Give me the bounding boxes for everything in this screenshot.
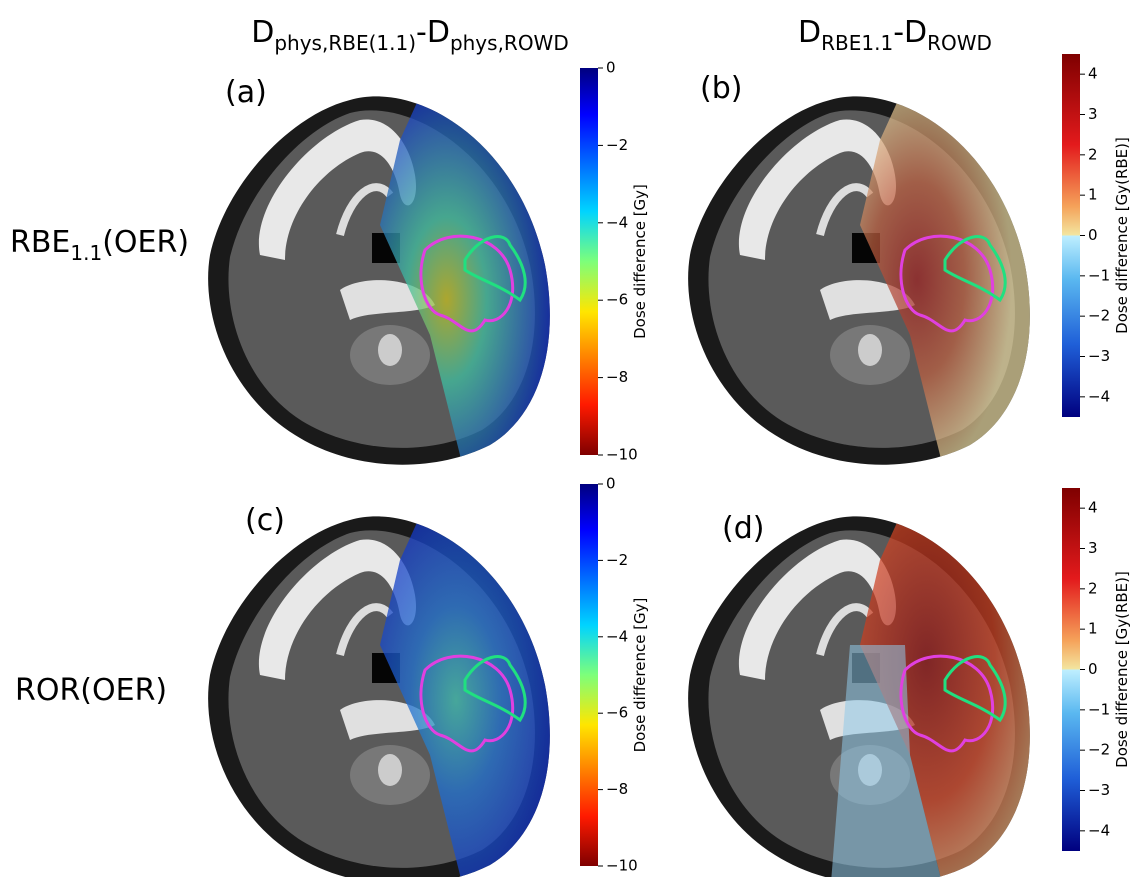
tick-label: −1	[1088, 700, 1110, 718]
tick-label: 4	[1088, 499, 1098, 517]
text-part: D	[798, 15, 821, 50]
panel-label: (d)	[722, 511, 764, 546]
subscript: RBE1.1	[821, 31, 893, 55]
tick-label: 3	[1088, 105, 1098, 123]
panel-label: (a)	[225, 75, 267, 110]
panel-label: (c)	[245, 503, 285, 538]
tick-label: −10	[606, 857, 638, 875]
tick-label: −8	[606, 780, 628, 798]
tick-label: −2	[606, 136, 628, 154]
tick-label: 0	[606, 475, 616, 493]
tick-label: −1	[1088, 266, 1110, 284]
tick-label: −2	[606, 551, 628, 569]
column-title: Dphys,RBE(1.1)-Dphys,ROWD	[251, 15, 569, 55]
row-label: ROR(OER)	[15, 673, 167, 708]
text-part: D	[251, 15, 274, 50]
subscript: ROWD	[927, 31, 992, 55]
tick-label: −8	[606, 368, 628, 386]
tick-label: −4	[1088, 821, 1110, 839]
tick-label: −4	[606, 213, 628, 231]
text-part: (OER)	[102, 225, 189, 260]
tick-label: −2	[1088, 741, 1110, 759]
colorbar-label: Dose difference [Gy]	[631, 598, 649, 753]
tick-label: −4	[1088, 387, 1110, 405]
colorbar-label: Dose difference [Gy(RBE)]	[1113, 137, 1131, 334]
tick-label: 0	[1088, 660, 1098, 678]
tick-label: −6	[606, 704, 628, 722]
ct-panel-d	[688, 505, 1050, 881]
colorbar	[580, 68, 598, 455]
text-part: RBE	[10, 225, 70, 260]
tick-label: −3	[1088, 781, 1110, 799]
subscript: phys,ROWD	[450, 31, 569, 55]
tick-label: 2	[1088, 145, 1098, 163]
text-part: -D	[893, 15, 927, 50]
ct-panel-a	[208, 85, 570, 475]
tick-label: −4	[606, 627, 628, 645]
colorbar-label: Dose difference [Gy(RBE)]	[1113, 571, 1131, 768]
tick-label: 1	[1088, 620, 1098, 638]
panel-label: (b)	[700, 71, 742, 106]
text-part: ROR(OER)	[15, 673, 167, 708]
tick-label: 0	[1088, 226, 1098, 244]
tick-label: 2	[1088, 579, 1098, 597]
subscript: phys,RBE(1.1)	[274, 31, 416, 55]
column-title: DRBE1.1-DROWD	[798, 15, 992, 55]
tick-label: −2	[1088, 307, 1110, 325]
colorbar	[1062, 54, 1080, 417]
colorbar-label: Dose difference [Gy]	[631, 184, 649, 339]
tick-label: 0	[606, 59, 616, 77]
colorbar	[1062, 488, 1080, 851]
tick-label: 1	[1088, 186, 1098, 204]
text-part: -D	[416, 15, 450, 50]
subscript: 1.1	[70, 241, 102, 265]
ct-panel-c	[208, 505, 570, 881]
tick-label: −6	[606, 291, 628, 309]
row-label: RBE1.1(OER)	[10, 225, 189, 265]
tick-label: 4	[1088, 65, 1098, 83]
ct-panel-b	[688, 85, 1050, 475]
tick-label: 3	[1088, 539, 1098, 557]
tick-label: −10	[606, 446, 638, 464]
colorbar	[580, 484, 598, 866]
tick-label: −3	[1088, 347, 1110, 365]
